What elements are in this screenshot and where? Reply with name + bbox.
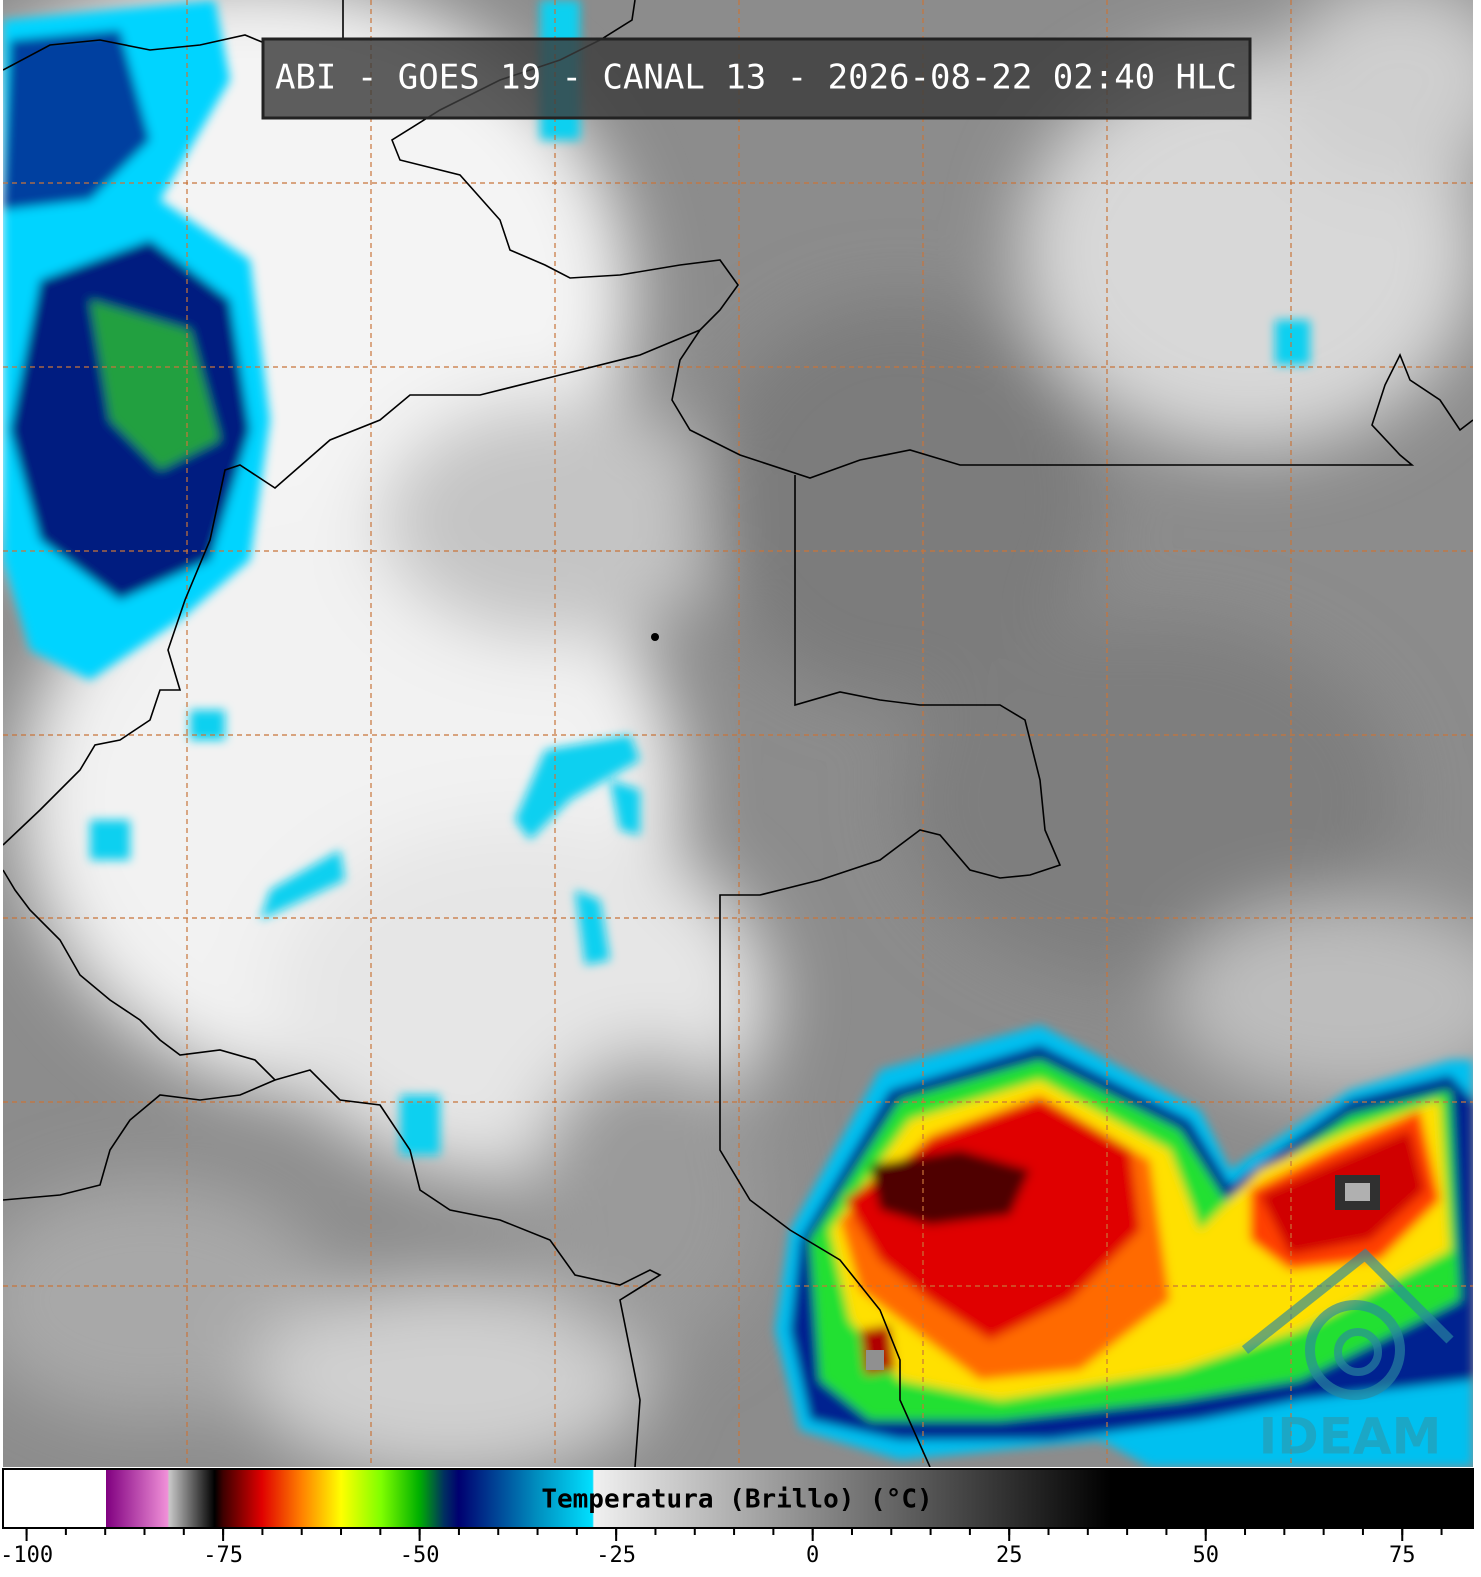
colorbar-tick-label: -25	[596, 1543, 636, 1568]
colorbar-tick-label: 0	[806, 1543, 819, 1568]
colorbar-ticks: -100 -75 -50 -25 0 25 50 75	[0, 1528, 1443, 1568]
title-box	[261, 37, 1252, 120]
colorbar-tick-label: 25	[996, 1543, 1023, 1568]
grid	[3, 0, 1473, 1467]
logo-text: IDEAM	[1259, 1408, 1442, 1466]
colorbar	[2, 1468, 1474, 1529]
colorbar-tick-label: -50	[400, 1543, 440, 1568]
colorbar-tick-label: -100	[0, 1543, 53, 1568]
borders	[3, 0, 1473, 1467]
logo: IDEAM	[1241, 1248, 1454, 1466]
satellite-image: IDEAM	[3, 0, 1473, 1467]
colorbar-label: Temperatura (Brillo) (°C)	[541, 1485, 932, 1515]
title: ABI - GOES 19 - CANAL 13 - 2026-08-22 02…	[275, 58, 1237, 98]
colorbar-tick-label: 75	[1389, 1543, 1416, 1568]
colorbar-tick-label: -75	[203, 1543, 243, 1568]
colorbar-tick-label: 50	[1192, 1543, 1219, 1568]
